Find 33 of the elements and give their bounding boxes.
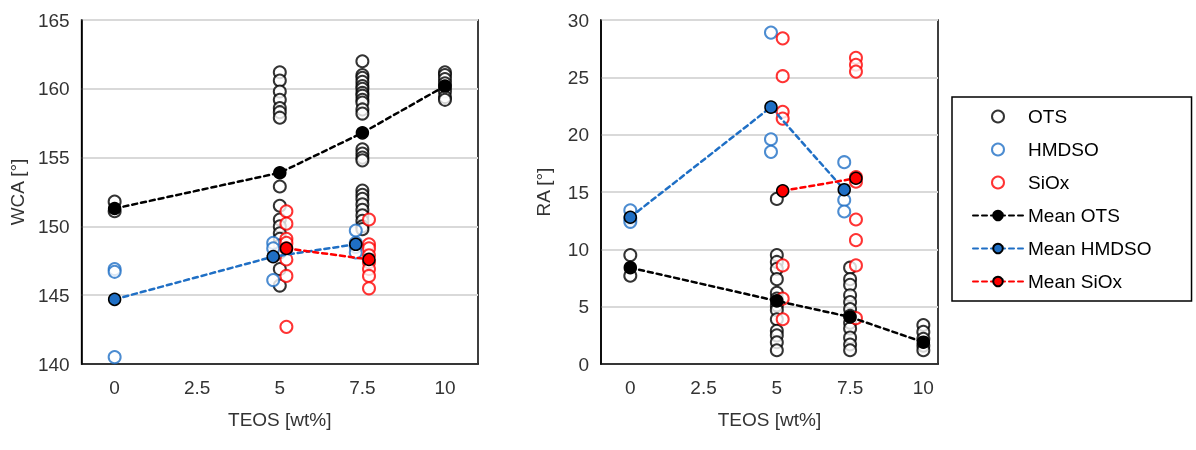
x-axis-title: TEOS [wt%] xyxy=(228,409,332,430)
legend-label: Mean SiOx xyxy=(1028,271,1123,292)
x-tick-label: 0 xyxy=(625,377,636,398)
y-tick-label: 165 xyxy=(37,9,70,31)
x-tick-label: 10 xyxy=(434,377,456,398)
y-axis-title: RA [°] xyxy=(533,167,554,217)
x-tick-label: 0 xyxy=(109,377,120,398)
y-tick-label: 140 xyxy=(37,353,70,375)
legend-label: Mean OTS xyxy=(1028,205,1120,226)
x-tick-label: 5 xyxy=(771,377,783,398)
x-tick-label: 2.5 xyxy=(690,377,717,398)
y-tick-label: 30 xyxy=(567,9,589,31)
x-tick-label: 7.5 xyxy=(349,377,376,398)
y-tick-label: 25 xyxy=(567,66,589,88)
y-tick-label: 0 xyxy=(578,353,589,375)
y-tick-label: 155 xyxy=(37,147,70,169)
y-axis-title: WCA [°] xyxy=(7,158,28,226)
legend-label: HMDSO xyxy=(1028,139,1099,160)
y-tick-label: 145 xyxy=(37,284,70,306)
x-tick-label: 7.5 xyxy=(836,377,864,398)
legend-label: SiOx xyxy=(1028,172,1070,193)
y-tick-label: 15 xyxy=(567,181,589,203)
legend-label: Mean HMDSO xyxy=(1028,238,1152,259)
x-tick-label: 5 xyxy=(274,377,286,398)
y-tick-label: 10 xyxy=(567,238,589,260)
x-axis-title: TEOS [wt%] xyxy=(717,409,822,430)
legend-label: OTS xyxy=(1028,106,1068,127)
y-tick-label: 5 xyxy=(578,296,589,318)
y-tick-label: 160 xyxy=(37,78,70,100)
y-tick-label: 150 xyxy=(37,215,70,237)
y-tick-label: 20 xyxy=(567,124,589,146)
x-tick-label: 2.5 xyxy=(184,377,211,398)
x-tick-label: 10 xyxy=(912,377,934,398)
